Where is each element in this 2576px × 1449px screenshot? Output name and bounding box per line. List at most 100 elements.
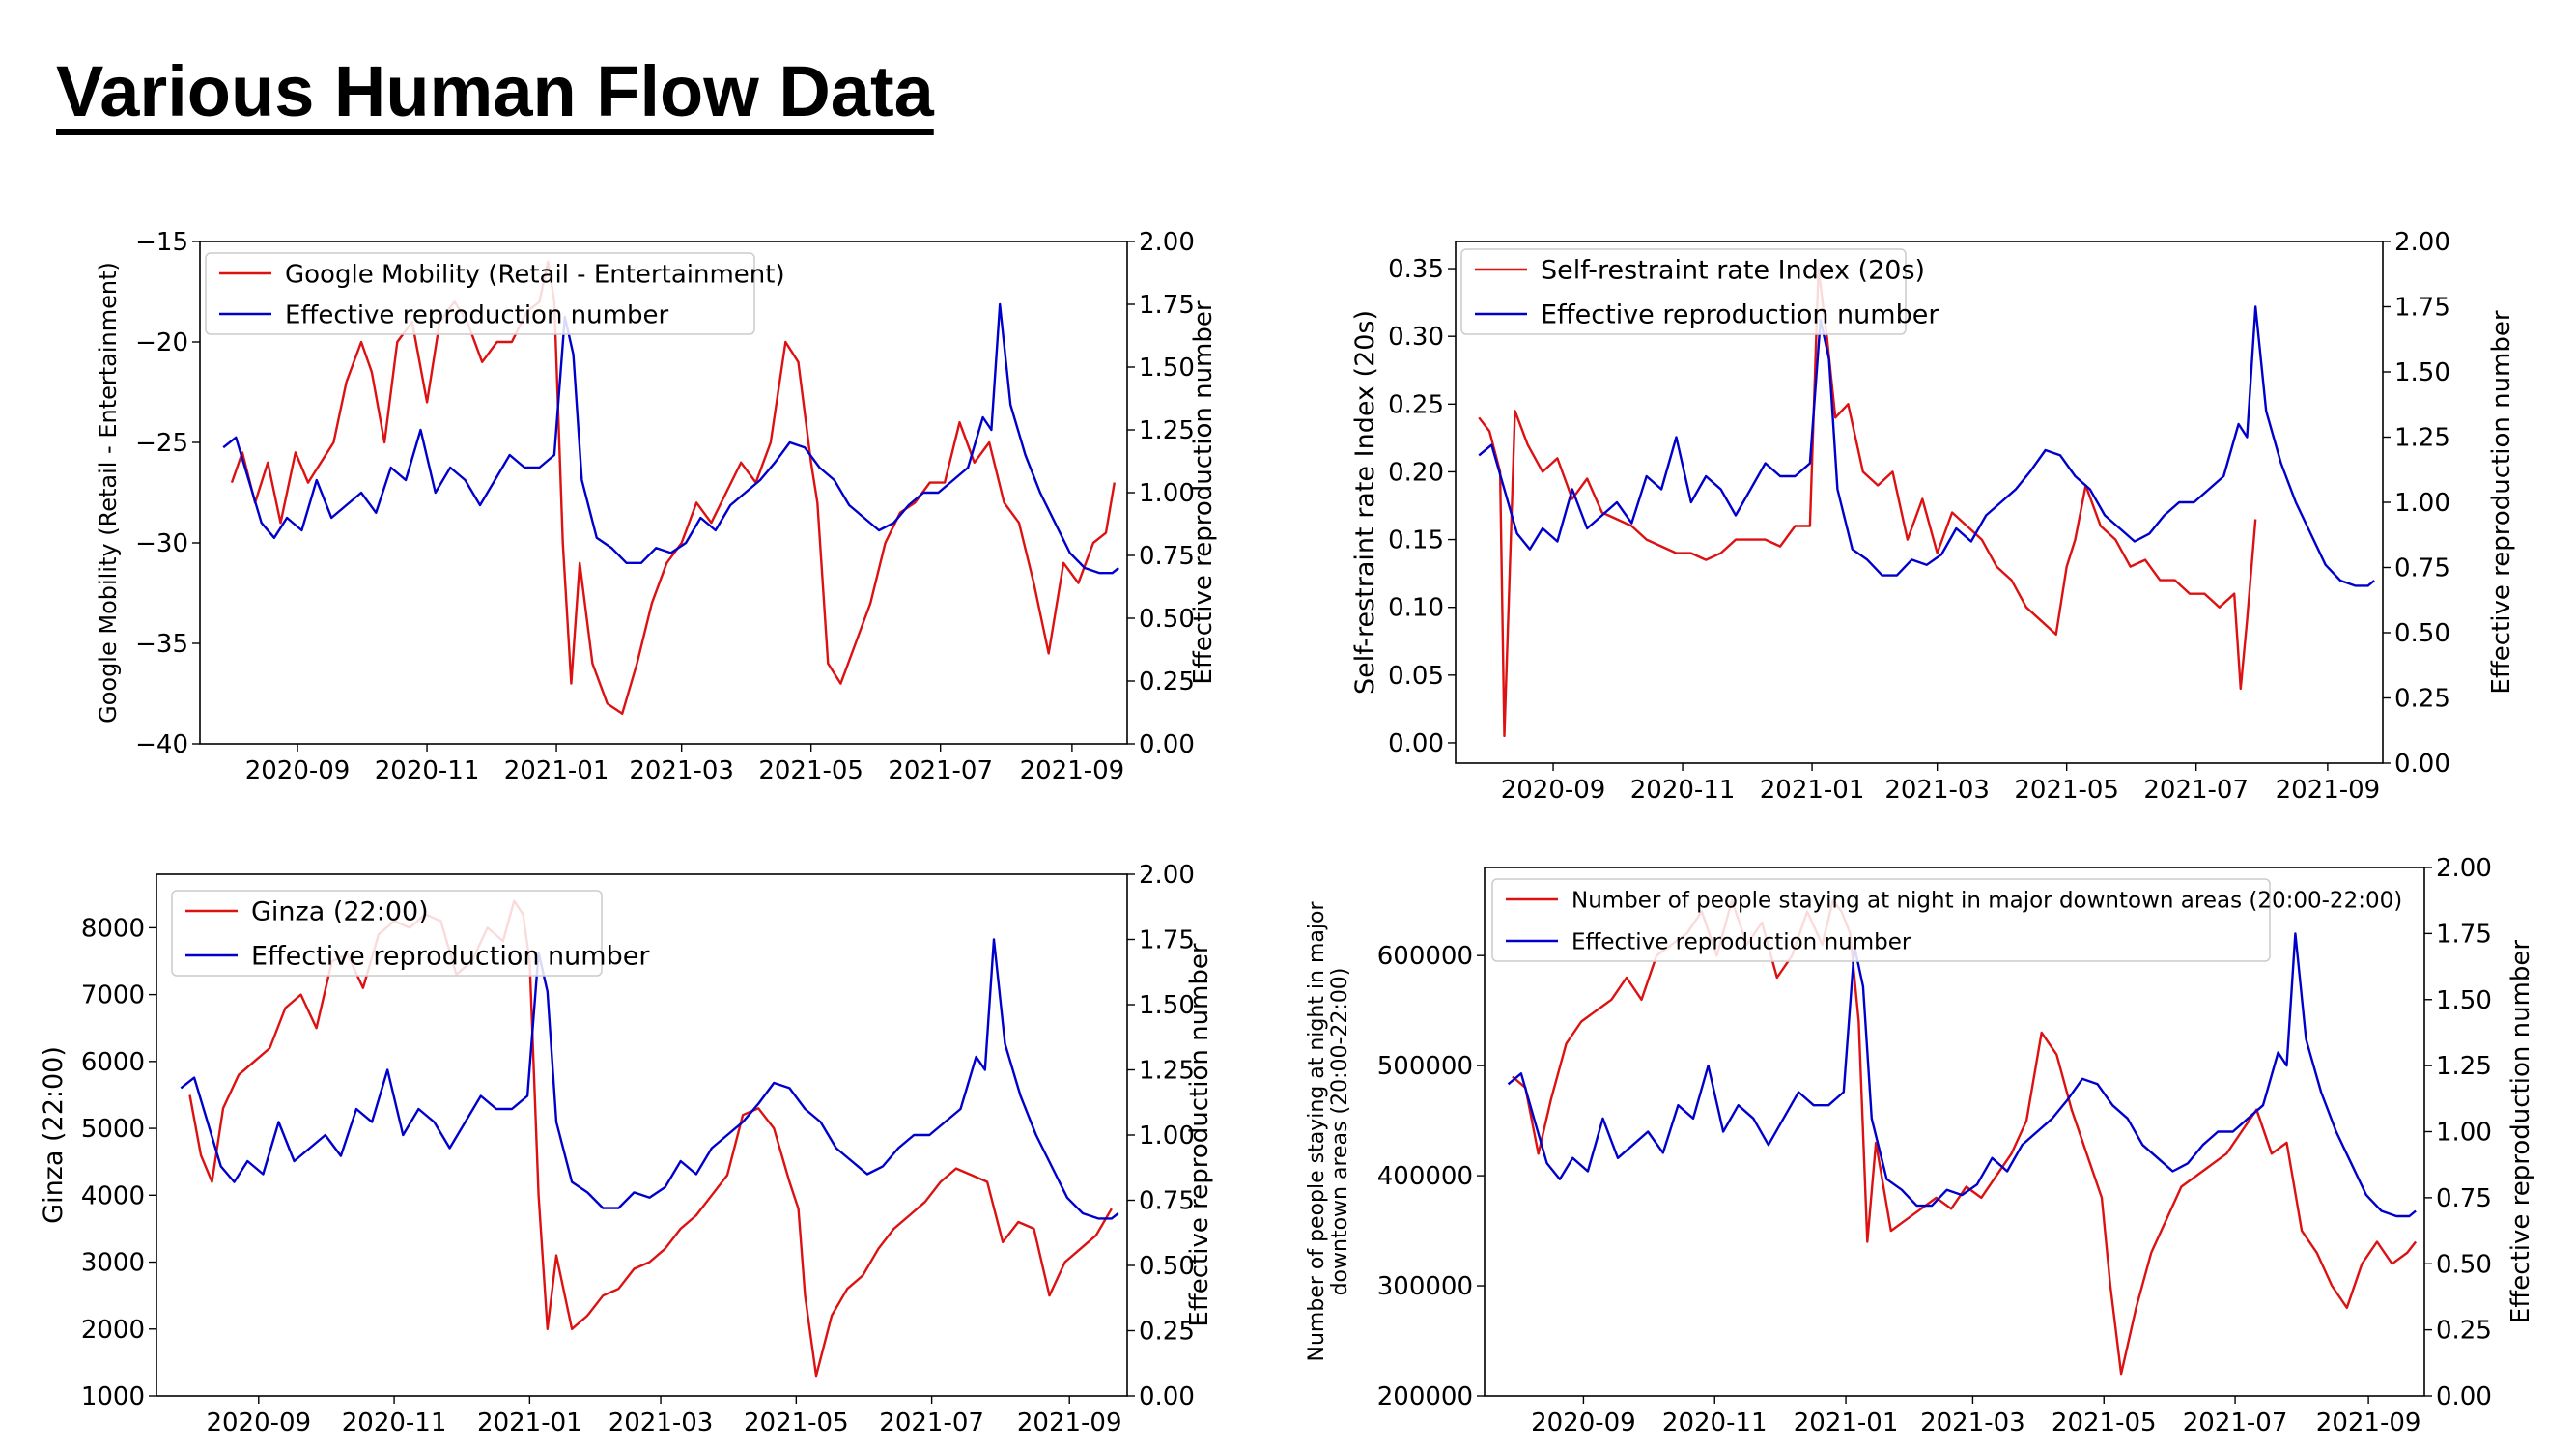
y2-tick-label: 0.50 <box>1139 605 1195 634</box>
y-tick-label: −35 <box>135 630 188 659</box>
y2-tick-label: 1.25 <box>2394 424 2450 453</box>
x-tick-label: 2020-11 <box>1662 1408 1768 1437</box>
y2-tick-label: 2.00 <box>2394 228 2450 257</box>
y2-tick-label: 1.00 <box>1139 479 1195 508</box>
x-tick-label: 2020-11 <box>1630 776 1736 805</box>
x-tick-label: 2021-01 <box>1794 1408 1899 1437</box>
legend-box <box>1491 878 2271 962</box>
y2-axis-label: Effective reproduction number <box>1189 300 1218 684</box>
y2-tick-label: 0.50 <box>2394 619 2450 648</box>
y2-tick-label: 1.25 <box>1139 1057 1195 1086</box>
y2-tick-label: 2.00 <box>1139 861 1195 890</box>
y2-tick-label: 0.00 <box>1139 730 1195 759</box>
y-tick-label: 0.25 <box>1388 390 1444 419</box>
legend: Number of people staying at night in maj… <box>1491 878 2402 962</box>
x-tick-label: 2021-09 <box>2316 1408 2421 1437</box>
x-tick-label: 2020-09 <box>206 1408 311 1437</box>
y2-tick-label: 0.25 <box>2394 685 2450 714</box>
y2-axis-label: Effective reproduction number <box>2487 310 2516 694</box>
y-tick-label: 0.15 <box>1388 526 1444 555</box>
y2-tick-label: 2.00 <box>2436 854 2492 883</box>
y-axis-label: Self-restraint rate Index (20s) <box>1350 310 1380 695</box>
y-tick-label: −25 <box>135 429 188 458</box>
x-tick-label: 2021-01 <box>504 756 609 785</box>
y-tick-label: 3000 <box>81 1249 145 1278</box>
page-title: Various Human Flow Data <box>56 51 934 131</box>
series-line-primary <box>1512 899 2418 1376</box>
y2-tick-label: 0.25 <box>2436 1317 2492 1346</box>
legend-label: Number of people staying at night in maj… <box>1571 888 2402 913</box>
y-tick-label: −40 <box>135 730 188 759</box>
y2-tick-label: 0.00 <box>1139 1382 1195 1411</box>
x-tick-label: 2021-09 <box>1017 1408 1122 1437</box>
y-tick-label: 500000 <box>1377 1052 1473 1081</box>
series-line-effective-reproduction <box>1478 305 2375 587</box>
legend-label: Effective reproduction number <box>285 300 668 329</box>
y-tick-label: 1000 <box>81 1382 145 1411</box>
series-line-effective-reproduction <box>222 302 1119 575</box>
y-axis-label: downtown areas (20:00-22:00) <box>1328 968 1352 1296</box>
y2-tick-label: 1.25 <box>2436 1052 2492 1081</box>
y2-tick-label: 1.50 <box>1139 991 1195 1020</box>
y2-tick-label: 1.75 <box>2436 920 2492 949</box>
x-tick-label: 2021-03 <box>1920 1408 2025 1437</box>
y2-tick-label: 0.75 <box>2436 1184 2492 1213</box>
y2-tick-label: 0.75 <box>2394 554 2450 583</box>
x-tick-label: 2021-05 <box>2052 1408 2157 1437</box>
y-tick-label: 0.20 <box>1388 458 1444 487</box>
legend: Google Mobility (Retail - Entertainment)… <box>205 252 785 335</box>
y2-tick-label: 2.00 <box>1139 228 1195 257</box>
y-tick-label: 8000 <box>81 914 145 943</box>
legend-label: Effective reproduction number <box>1571 929 1911 954</box>
y2-tick-label: 0.50 <box>2436 1250 2492 1279</box>
legend-label: Effective reproduction number <box>1541 300 1939 330</box>
y2-axis-label: Effective reproduction number <box>2506 940 2535 1323</box>
y-tick-label: −15 <box>135 228 188 257</box>
x-tick-label: 2021-07 <box>2143 776 2249 805</box>
y2-tick-label: 1.00 <box>2394 489 2450 518</box>
y2-tick-label: 0.50 <box>1139 1252 1195 1281</box>
y2-tick-label: 1.50 <box>2394 358 2450 387</box>
y-tick-label: 7000 <box>81 981 145 1010</box>
series-line-effective-reproduction <box>1507 932 2417 1218</box>
y2-tick-label: 0.25 <box>1139 668 1195 696</box>
y-tick-label: 5000 <box>81 1115 145 1144</box>
x-tick-label: 2020-09 <box>245 756 351 785</box>
x-tick-label: 2021-03 <box>629 756 734 785</box>
x-tick-label: 2021-07 <box>2183 1408 2288 1437</box>
y-tick-label: −30 <box>135 529 188 558</box>
legend-label: Effective reproduction number <box>251 942 650 972</box>
y2-axis-label: Effective reproduction number <box>1185 943 1214 1326</box>
y2-tick-label: 1.25 <box>1139 416 1195 445</box>
legend-box <box>171 890 603 977</box>
x-tick-label: 2021-07 <box>879 1408 984 1437</box>
x-tick-label: 2021-05 <box>2014 776 2119 805</box>
y2-tick-label: 0.75 <box>1139 542 1195 571</box>
y-axis-label: Number of people staying at night in maj… <box>1305 901 1329 1362</box>
x-tick-label: 2021-03 <box>609 1408 714 1437</box>
y2-tick-label: 1.75 <box>1139 926 1195 955</box>
series-line-primary <box>230 260 1116 715</box>
x-tick-label: 2021-09 <box>2276 776 2381 805</box>
chart-panel-4: 200000 300000 400000 500000 600000 0.00 0.25 0.… <box>1305 854 2535 1437</box>
chart-panel-2: 0.00 0.05 0.10 0.15 0.20 0.25 0.30 0.35 0.00 0.25… <box>1350 228 2516 805</box>
legend: Self-restraint rate Index (20s) Effective… <box>1460 248 1939 335</box>
series-line-primary <box>1478 267 2257 738</box>
x-tick-label: 2021-07 <box>888 756 993 785</box>
chart-panel-1: −40 −35 −30 −25 −20 −15 0.00 0.25 0.50 0.75 1.00 1.… <box>95 228 1218 785</box>
y-tick-label: 200000 <box>1377 1382 1473 1411</box>
y-tick-label: 300000 <box>1377 1272 1473 1301</box>
x-tick-label: 2021-09 <box>1020 756 1125 785</box>
legend-label: Self-restraint rate Index (20s) <box>1541 256 1925 286</box>
y-tick-label: −20 <box>135 328 188 357</box>
y2-tick-label: 0.75 <box>1139 1187 1195 1216</box>
y-tick-label: 400000 <box>1377 1162 1473 1191</box>
y-tick-label: 6000 <box>81 1048 145 1077</box>
x-tick-label: 2021-05 <box>744 1408 849 1437</box>
series-line-effective-reproduction <box>180 938 1119 1220</box>
y2-tick-label: 1.75 <box>1139 291 1195 320</box>
y2-tick-label: 1.00 <box>1139 1122 1195 1151</box>
legend-label: Ginza (22:00) <box>251 897 429 927</box>
legend-box <box>1460 248 1907 335</box>
